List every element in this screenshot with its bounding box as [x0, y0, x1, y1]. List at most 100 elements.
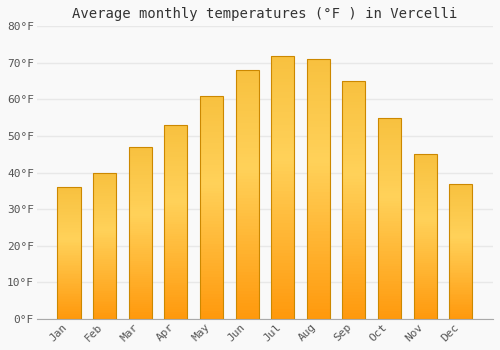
Bar	[128, 177, 152, 179]
Bar	[236, 151, 258, 154]
Bar	[306, 169, 330, 173]
Bar	[414, 216, 436, 218]
Bar	[128, 173, 152, 175]
Bar	[378, 261, 401, 264]
Bar	[58, 299, 80, 301]
Bar	[58, 246, 80, 248]
Bar	[93, 270, 116, 271]
Bar	[271, 220, 294, 223]
Bar	[58, 291, 80, 293]
Bar	[200, 185, 223, 188]
Bar	[200, 194, 223, 196]
Bar	[271, 72, 294, 75]
Bar	[271, 197, 294, 201]
Bar	[414, 265, 436, 267]
Bar	[449, 214, 472, 216]
Bar	[378, 181, 401, 183]
Bar	[306, 209, 330, 212]
Bar	[164, 253, 188, 256]
Bar	[58, 230, 80, 232]
Bar	[342, 108, 365, 111]
Bar	[414, 292, 436, 294]
Bar	[414, 270, 436, 272]
Bar	[414, 284, 436, 286]
Bar	[342, 206, 365, 209]
Bar	[58, 197, 80, 199]
Bar	[271, 289, 294, 293]
Bar	[271, 296, 294, 299]
Bar	[128, 263, 152, 265]
Bar	[236, 120, 258, 123]
Bar	[378, 173, 401, 176]
Bar	[378, 145, 401, 148]
Bar	[378, 221, 401, 223]
Bar	[58, 241, 80, 243]
Bar	[164, 200, 188, 203]
Bar	[378, 128, 401, 130]
Bar	[200, 157, 223, 160]
Bar	[342, 84, 365, 87]
Bar	[58, 209, 80, 210]
Bar	[236, 207, 258, 210]
Bar	[414, 251, 436, 253]
Bar	[128, 149, 152, 151]
Bar	[128, 289, 152, 291]
Bar	[236, 114, 258, 117]
Bar	[271, 95, 294, 98]
Bar	[58, 304, 80, 306]
Bar	[93, 215, 116, 216]
Bar	[378, 244, 401, 246]
Bar	[342, 179, 365, 182]
Bar	[128, 298, 152, 300]
Bar	[128, 315, 152, 317]
Bar	[93, 240, 116, 242]
Bar	[164, 203, 188, 205]
Bar	[236, 160, 258, 163]
Bar	[200, 255, 223, 258]
Bar	[58, 263, 80, 265]
Bar	[414, 210, 436, 212]
Bar	[58, 189, 80, 190]
Bar	[128, 274, 152, 276]
Bar	[58, 288, 80, 289]
Bar	[449, 248, 472, 250]
Bar	[200, 210, 223, 213]
Bar	[200, 241, 223, 244]
Bar	[414, 249, 436, 251]
Bar	[200, 244, 223, 246]
Bar	[378, 268, 401, 271]
Bar	[342, 129, 365, 132]
Bar	[93, 250, 116, 251]
Bar	[342, 307, 365, 310]
Bar	[306, 225, 330, 228]
Bar	[164, 147, 188, 149]
Bar	[236, 95, 258, 98]
Bar	[342, 117, 365, 120]
Bar	[93, 264, 116, 266]
Bar	[342, 105, 365, 108]
Bar	[58, 306, 80, 307]
Bar	[58, 218, 80, 220]
Bar	[58, 255, 80, 256]
Bar	[378, 266, 401, 268]
Bar	[342, 271, 365, 274]
Bar	[306, 124, 330, 127]
Bar	[342, 212, 365, 215]
Bar	[164, 183, 188, 186]
Bar	[342, 253, 365, 257]
Bar	[58, 238, 80, 240]
Bar	[378, 233, 401, 236]
Bar	[449, 307, 472, 309]
Bar	[200, 110, 223, 112]
Bar	[93, 202, 116, 204]
Bar	[93, 266, 116, 268]
Bar	[164, 186, 188, 188]
Bar	[128, 252, 152, 254]
Bar	[306, 156, 330, 160]
Bar	[414, 197, 436, 199]
Bar	[414, 234, 436, 237]
Bar	[164, 290, 188, 292]
Bar	[306, 306, 330, 309]
Bar	[164, 212, 188, 215]
Bar	[93, 178, 116, 180]
